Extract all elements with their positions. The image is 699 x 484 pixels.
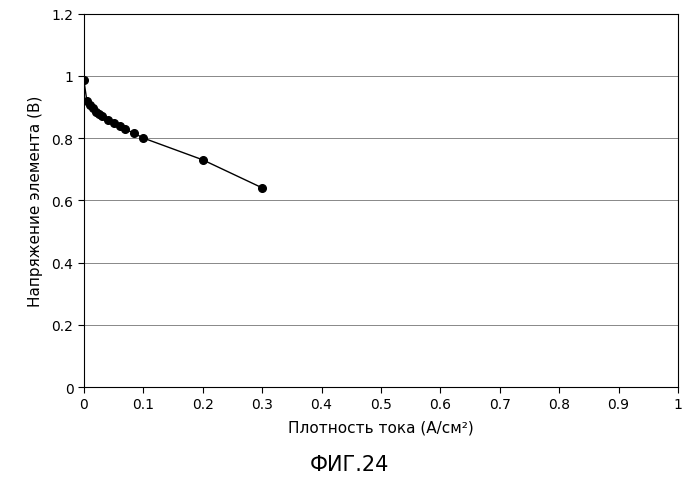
- Text: ФИГ.24: ФИГ.24: [310, 454, 389, 474]
- X-axis label: Плотность тока (А/см²): Плотность тока (А/см²): [288, 420, 474, 435]
- Y-axis label: Напряжение элемента (В): Напряжение элемента (В): [28, 95, 43, 306]
